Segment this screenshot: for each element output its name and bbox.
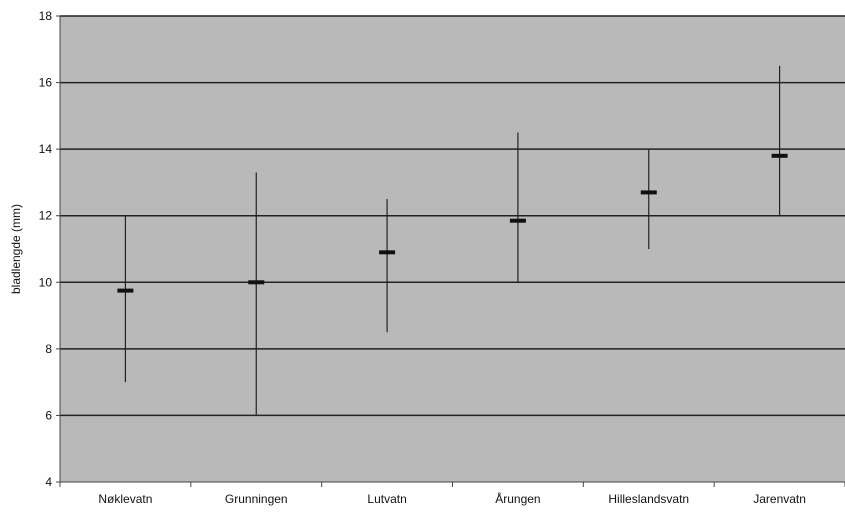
y-tick-label: 4 [45, 475, 52, 489]
y-tick-label: 10 [39, 275, 53, 289]
x-tick-label: Hilleslandsvatn [608, 492, 689, 506]
gridlines [60, 15, 845, 417]
y-tick-label: 8 [45, 342, 52, 356]
x-tick-label: Grunningen [225, 492, 288, 506]
x-tick-label: Lutvatn [367, 492, 406, 506]
plot-area [60, 16, 845, 482]
y-tick-label: 14 [39, 142, 53, 156]
mean-marker [379, 250, 396, 255]
y-ticks: 4 6 8 10 12 14 16 18 [39, 9, 60, 489]
mean-marker [248, 280, 265, 285]
range-series [117, 65, 788, 416]
mean-marker [509, 218, 526, 223]
x-tick-label: Årungen [495, 491, 540, 506]
y-tick-label: 18 [39, 9, 53, 23]
y-tick-label: 16 [39, 76, 53, 90]
mean-marker [771, 153, 788, 158]
x-ticks: Nøklevatn Grunningen Lutvatn Årungen Hillesl… [59, 482, 845, 506]
x-tick-label: Jarenvatn [753, 492, 806, 506]
y-tick-label: 6 [45, 408, 52, 422]
mean-marker [117, 288, 134, 293]
mean-marker [640, 190, 657, 195]
y-axis-title: bladlengde (mm) [9, 204, 23, 294]
x-tick-label: Nøklevatn [98, 492, 152, 506]
y-tick-label: 12 [39, 209, 53, 223]
